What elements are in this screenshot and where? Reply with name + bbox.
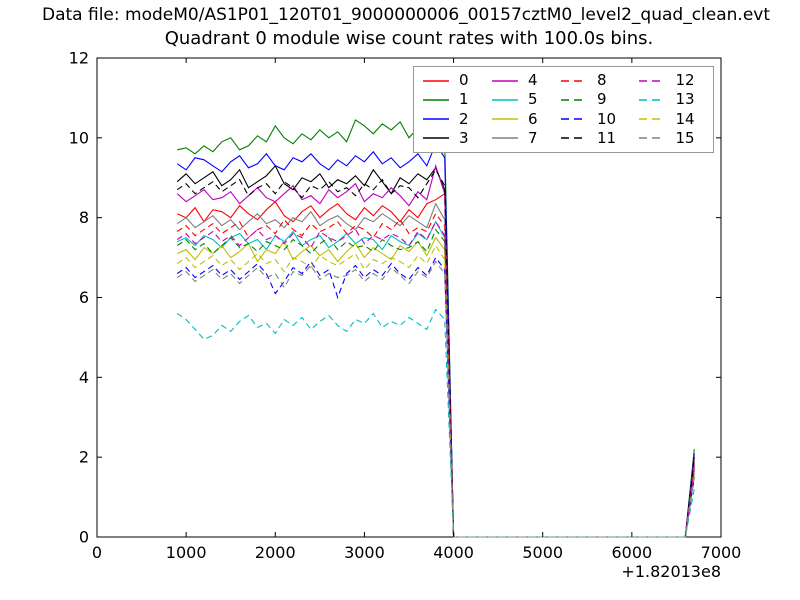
legend-entry-5: 5 xyxy=(491,92,548,107)
legend-entry-12: 12 xyxy=(638,73,705,88)
legend-label: 2 xyxy=(459,109,469,128)
legend-entry-3: 3 xyxy=(422,128,479,147)
series-line-8 xyxy=(176,212,695,538)
legend-line-sample xyxy=(560,99,587,101)
series-line-12 xyxy=(176,220,695,538)
legend-line-sample xyxy=(560,118,587,120)
legend-entry-7: 7 xyxy=(491,128,548,147)
legend-label: 0 xyxy=(459,71,469,90)
legend-entry-6: 6 xyxy=(491,109,548,128)
legend-line-sample xyxy=(639,118,666,120)
x-axis-offset-label: +1.82013e8 xyxy=(621,562,721,581)
legend-label: 14 xyxy=(675,109,695,128)
series-line-0 xyxy=(176,192,695,538)
series-line-11 xyxy=(176,168,695,538)
legend-entry-2: 2 xyxy=(422,109,479,128)
legend-line-sample xyxy=(560,79,587,82)
series-line-5 xyxy=(176,220,695,538)
legend-entry-8: 8 xyxy=(560,73,627,88)
legend-entry-0: 0 xyxy=(422,73,479,88)
y-tick-label-0: 0 xyxy=(79,528,89,547)
legend-entry-10: 10 xyxy=(560,109,627,128)
legend-entry-13: 13 xyxy=(638,92,705,107)
legend-line-sample xyxy=(491,137,518,140)
legend-label: 15 xyxy=(675,128,695,147)
series-line-4 xyxy=(176,163,695,538)
series-line-3 xyxy=(176,164,695,538)
series-line-6 xyxy=(176,236,695,538)
legend-label: 3 xyxy=(459,128,469,147)
y-tick-label-12: 12 xyxy=(69,49,89,68)
x-tick-label-6000: 6000 xyxy=(611,543,652,562)
x-tick-label-2000: 2000 xyxy=(255,543,296,562)
series-line-10 xyxy=(176,256,695,538)
series-line-14 xyxy=(176,244,695,538)
legend-line-sample xyxy=(491,79,518,82)
x-tick-label-7000: 7000 xyxy=(701,543,742,562)
legend-entry-4: 4 xyxy=(491,73,548,88)
y-tick-label-10: 10 xyxy=(69,128,89,147)
legend-line-sample xyxy=(423,137,449,140)
legend-label: 13 xyxy=(675,90,695,109)
legend-line-sample xyxy=(423,99,449,101)
legend: 0 1 2 3 4 5 6 7 8 9 10 11 12 13 14 15 xyxy=(413,66,714,153)
legend-line-sample xyxy=(491,118,518,120)
legend-label: 6 xyxy=(527,109,538,128)
legend-label: 9 xyxy=(596,90,607,109)
legend-label: 10 xyxy=(596,109,617,128)
x-tick-label-4000: 4000 xyxy=(433,543,474,562)
series-line-7 xyxy=(176,202,695,538)
data-file-label: Data file: modeM0/AS1P01_120T01_90000000… xyxy=(42,5,771,25)
y-tick-label-8: 8 xyxy=(79,208,89,227)
chart-title: Quadrant 0 module wise count rates with … xyxy=(164,28,654,49)
legend-entry-1: 1 xyxy=(422,92,479,107)
legend-label: 11 xyxy=(596,128,617,147)
series-line-2 xyxy=(176,142,695,538)
y-tick-label-6: 6 xyxy=(79,288,89,307)
series-line-1 xyxy=(177,118,695,538)
legend-entry-9: 9 xyxy=(560,92,627,107)
series-line-13 xyxy=(176,308,695,538)
x-tick-label-0: 0 xyxy=(92,543,102,562)
legend-line-sample xyxy=(639,99,666,101)
legend-line-sample xyxy=(423,118,449,120)
x-tick-label-3000: 3000 xyxy=(344,543,385,562)
legend-label: 4 xyxy=(527,71,538,90)
legend-line-sample xyxy=(639,79,666,82)
legend-entry-15: 15 xyxy=(638,128,705,147)
legend-label: 7 xyxy=(527,128,538,147)
x-tick-label-5000: 5000 xyxy=(522,543,563,562)
legend-line-sample xyxy=(639,137,666,140)
y-tick-label-2: 2 xyxy=(79,448,89,467)
legend-entry-14: 14 xyxy=(638,109,705,128)
legend-entry-11: 11 xyxy=(560,128,627,147)
legend-label: 8 xyxy=(596,71,607,90)
legend-label: 5 xyxy=(527,90,538,109)
legend-line-sample xyxy=(423,79,449,82)
legend-line-sample xyxy=(491,99,518,101)
series-line-9 xyxy=(176,228,695,538)
x-tick-label-1000: 1000 xyxy=(166,543,207,562)
legend-label: 1 xyxy=(459,90,469,109)
legend-label: 12 xyxy=(675,71,695,90)
series-line-15 xyxy=(176,260,695,538)
legend-line-sample xyxy=(560,137,587,140)
y-tick-label-4: 4 xyxy=(79,368,89,387)
